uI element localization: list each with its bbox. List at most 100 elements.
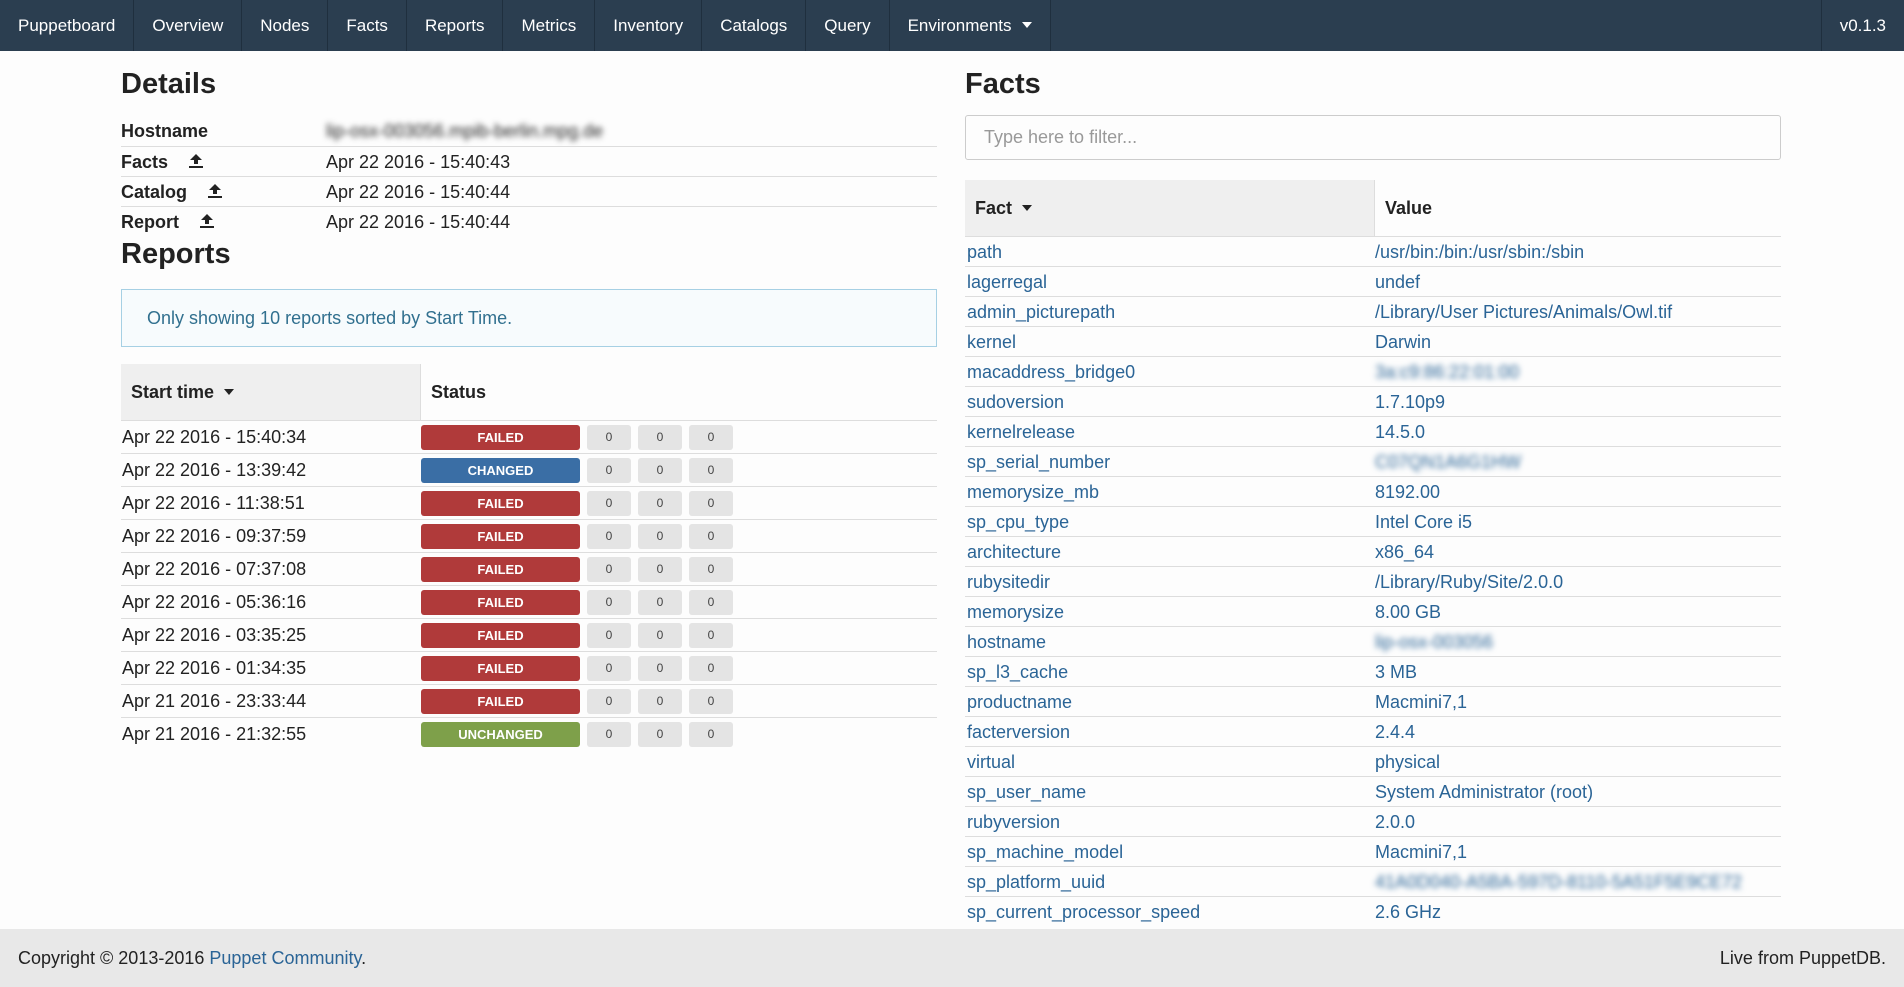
fact-value[interactable]: 2.4.4 [1375,722,1416,742]
fact-name[interactable]: virtual [967,752,1016,772]
fact-value[interactable]: /Library/User Pictures/Animals/Owl.tif [1375,302,1673,322]
fact-row: rubysitedir/Library/Ruby/Site/2.0.0 [965,566,1781,596]
report-start[interactable]: Apr 21 2016 - 21:32:55 [122,724,307,744]
fact-row: path/usr/bin:/bin:/usr/sbin:/sbin [965,236,1781,266]
fact-name[interactable]: rubyversion [967,812,1061,832]
count-badge: 0 [638,623,682,648]
filter-input[interactable]: Type here to filter... [965,115,1781,160]
report-start[interactable]: Apr 22 2016 - 11:38:51 [122,493,305,513]
fact-value[interactable]: physical [1375,752,1441,772]
fact-value[interactable]: 2.6 GHz [1375,902,1442,922]
fact-name[interactable]: productname [967,692,1073,712]
upload-icon[interactable] [199,213,215,229]
fact-value[interactable]: undef [1375,272,1421,292]
fact-name[interactable]: admin_picturepath [967,302,1116,322]
fact-name[interactable]: sp_current_processor_speed [967,902,1201,922]
status-badge: FAILED [421,656,580,681]
report-start[interactable]: Apr 22 2016 - 15:40:34 [122,427,307,447]
nav-item[interactable]: Query [806,0,890,51]
fact-row: macaddress_bridge0 3a:c9:86:22:01:00 [965,356,1781,386]
fact-value[interactable]: Macmini7,1 [1375,692,1468,712]
detail-value: lip-osx-003056.mpib-berlin.mpg.de [326,121,604,141]
fact-value[interactable]: 3 MB [1375,662,1418,682]
count-badge: 0 [638,524,682,549]
fact-name[interactable]: sp_platform_uuid [967,872,1106,892]
report-row: Apr 21 2016 - 21:32:55 UNCHANGED 0 0 0 [121,717,937,750]
nav-item[interactable]: Catalogs [702,0,807,51]
fact-row: memorysize_mb 8192.00 [965,476,1781,506]
notice: Only showing 10 reports sorted by Start … [121,289,937,347]
fact-value[interactable]: 8192.00 [1375,482,1441,502]
footer-link[interactable]: Puppet Community [209,948,362,968]
report-start[interactable]: Apr 22 2016 - 05:36:16 [122,592,307,612]
count-badge: 0 [689,623,733,648]
fact-value[interactable]: 3a:c9:86:22:01:00 [1375,362,1520,382]
fact-value[interactable]: 8.00 GB [1375,602,1442,622]
fact-row: memorysize 8.00 GB [965,596,1781,626]
status-badge: UNCHANGED [421,722,580,747]
fact-row: sp_current_processor_speed 2.6 GHz [965,896,1781,926]
nav-item[interactable]: Environments [890,0,1051,51]
fact-name[interactable]: sp_machine_model [967,842,1124,862]
fact-value[interactable]: 14.5.0 [1375,422,1426,442]
count-badge: 0 [638,557,682,582]
nav-item[interactable]: Inventory [595,0,703,51]
fact-name[interactable]: facterversion [967,722,1071,742]
report-start[interactable]: Apr 22 2016 - 09:37:59 [122,526,307,546]
report-start[interactable]: Apr 22 2016 - 01:34:35 [122,658,307,678]
column-header[interactable]: Fact [965,180,1375,236]
fact-name[interactable]: macaddress_bridge0 [967,362,1136,382]
fact-value[interactable]: x86_64 [1375,542,1435,562]
nav-item[interactable]: Reports [407,0,504,51]
fact-value[interactable]: 1.7.10p9 [1375,392,1446,412]
fact-value[interactable]: Intel Core i5 [1375,512,1473,532]
status-badge: FAILED [421,425,580,450]
count-badge: 0 [689,425,733,450]
status-badge: FAILED [421,689,580,714]
live-note: Live from PuppetDB. [1719,948,1886,968]
fact-row: sp_cpu_type Intel Core i5 [965,506,1781,536]
fact-value[interactable]: System Administrator (root) [1375,782,1594,802]
count-badge: 0 [638,491,682,516]
detail-row: Facts Apr 22 2016 - 15:40:43 [121,146,937,176]
fact-name[interactable]: sp_l3_cache [967,662,1069,682]
fact-value[interactable]: 41A0D040-A5BA-597D-8110-5A51F5E9CE72 [1375,872,1742,892]
nav-item[interactable]: Metrics [503,0,596,51]
fact-name[interactable]: lagerregal [967,272,1048,292]
fact-name[interactable]: sudoversion [967,392,1065,412]
fact-name[interactable]: memorysize_mb [967,482,1100,502]
upload-icon[interactable] [207,183,223,199]
fact-value[interactable]: lip-osx-003056 [1375,632,1494,652]
fact-name[interactable]: sp_cpu_type [967,512,1070,532]
count-badge: 0 [689,722,733,747]
fact-name[interactable]: kernel [967,332,1017,352]
nav-item[interactable]: Facts [328,0,407,51]
brand[interactable]: Puppetboard [0,0,135,51]
report-start[interactable]: Apr 22 2016 - 07:37:08 [122,559,307,579]
fact-value[interactable]: Macmini7,1 [1375,842,1468,862]
fact-row: architecture x86_64 [965,536,1781,566]
report-start[interactable]: Apr 21 2016 - 23:33:44 [122,691,307,711]
period: . [361,948,367,968]
fact-name[interactable]: sp_serial_number [967,452,1111,472]
count-badge: 0 [587,458,631,483]
fact-name[interactable]: memorysize [967,602,1065,622]
fact-name[interactable]: path [967,242,1003,262]
fact-value[interactable]: C07QN1A6G1HW [1375,452,1522,472]
report-start[interactable]: Apr 22 2016 - 13:39:42 [122,460,307,480]
report-start[interactable]: Apr 22 2016 - 03:35:25 [122,625,307,645]
nav-item[interactable]: Overview [134,0,243,51]
upload-icon[interactable] [188,153,204,169]
column-header[interactable]: Start time [121,364,421,420]
fact-name[interactable]: hostname [967,632,1047,652]
fact-name[interactable]: rubysitedir [967,572,1051,592]
nav-item[interactable]: Nodes [242,0,329,51]
fact-value[interactable]: /Library/Ruby/Site/2.0.0 [1375,572,1564,592]
fact-name[interactable]: architecture [967,542,1062,562]
fact-value[interactable]: Darwin [1375,332,1432,352]
fact-value[interactable]: 2.0.0 [1375,812,1416,832]
count-badge: 0 [587,689,631,714]
fact-name[interactable]: sp_user_name [967,782,1087,802]
fact-name[interactable]: kernelrelease [967,422,1076,442]
fact-value[interactable]: /usr/bin:/bin:/usr/sbin:/sbin [1375,242,1585,262]
